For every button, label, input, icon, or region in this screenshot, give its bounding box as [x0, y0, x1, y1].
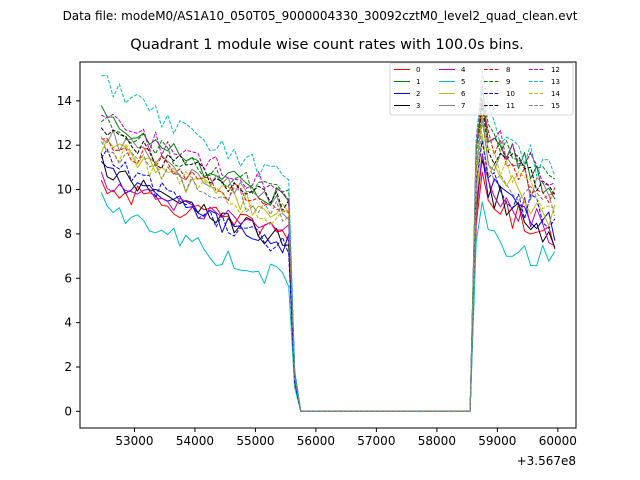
- axes-frame: [79, 61, 577, 429]
- legend-label-12: 12: [551, 66, 560, 74]
- legend-label-14: 14: [551, 90, 560, 98]
- legend-label-4: 4: [461, 66, 466, 74]
- legend-frame: [389, 62, 574, 116]
- x-axis-offset-label: +3.567e8: [517, 454, 576, 468]
- legend-label-10: 10: [506, 90, 515, 98]
- legend-label-0: 0: [416, 66, 420, 74]
- legend-label-15: 15: [551, 102, 560, 110]
- x-tick-label: 54000: [176, 434, 214, 448]
- legend-label-1: 1: [416, 78, 420, 86]
- legend-label-9: 9: [506, 78, 510, 86]
- figure-suptitle: Data file: modeM0/AS1A10_050T05_90000043…: [63, 9, 578, 23]
- y-tick-label: 2: [64, 360, 72, 374]
- x-tick-label: 56000: [297, 434, 335, 448]
- y-tick-label: 0: [64, 404, 72, 418]
- y-tick-label: 12: [57, 138, 72, 152]
- legend-label-6: 6: [461, 90, 466, 98]
- legend-label-8: 8: [506, 66, 510, 74]
- x-tick-label: 53000: [115, 434, 153, 448]
- plot-background: [80, 62, 576, 428]
- legend-label-2: 2: [416, 90, 420, 98]
- x-tick-label: 55000: [236, 434, 274, 448]
- series-group: [100, 71, 556, 412]
- plot-area: [79, 61, 577, 429]
- series-line-14: [100, 114, 556, 412]
- legend-label-13: 13: [551, 78, 560, 86]
- y-axis: 0 2 4 6 8 10 12 14: [57, 94, 80, 418]
- y-tick-label: 10: [57, 183, 72, 197]
- series-line-15: [100, 120, 556, 412]
- y-tick-label: 14: [57, 94, 72, 108]
- y-tick-label: 8: [64, 227, 72, 241]
- legend-label-11: 11: [506, 102, 515, 110]
- x-tick-label: 57000: [357, 434, 395, 448]
- legend-label-5: 5: [461, 78, 465, 86]
- x-tick-label: 59000: [478, 434, 516, 448]
- chart-title: Quadrant 1 module wise count rates with …: [130, 37, 524, 53]
- x-tick-label: 58000: [418, 434, 456, 448]
- y-tick-label: 6: [64, 271, 72, 285]
- y-tick-label: 4: [64, 316, 72, 330]
- x-axis: 53000 54000 55000 56000 57000 58000 59000 60000: [115, 428, 577, 448]
- legend-label-3: 3: [416, 102, 420, 110]
- x-tick-label: 60000: [539, 434, 577, 448]
- legend-label-7: 7: [461, 102, 465, 110]
